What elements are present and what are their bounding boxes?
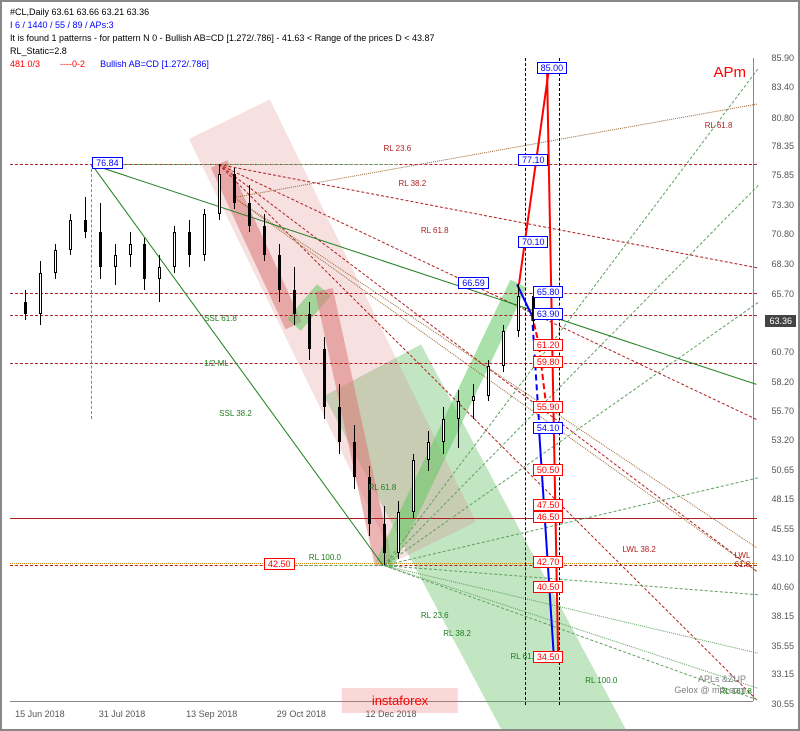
y-axis-tick: 48.15 [771, 494, 794, 504]
y-axis-tick: 50.65 [771, 465, 794, 475]
chart-header: #CL,Daily 63.61 63.66 63.21 63.36 I 6 / … [2, 2, 798, 58]
fib-label: SSL 61.8 [204, 314, 237, 323]
fib-label: RL 100.0 [309, 553, 341, 562]
watermark: instaforex [342, 688, 458, 713]
y-axis-tick: 60.70 [771, 347, 794, 357]
fib-label: RL 38.2 [398, 179, 426, 188]
y-axis-tick: 68.30 [771, 259, 794, 269]
fib-label: 1/2 ML [204, 359, 228, 368]
price-label: 42.70 [533, 556, 564, 568]
price-label: 61.20 [533, 339, 564, 351]
price-label: 77.10 [518, 154, 549, 166]
price-label: 76.84 [92, 157, 123, 169]
y-axis-tick: 35.55 [771, 641, 794, 651]
fib-label: RL 23.6 [384, 144, 412, 153]
fib-label: LWL 38.2 [623, 545, 656, 554]
y-axis-tick: 33.15 [771, 669, 794, 679]
price-label: 85.00 [537, 62, 568, 74]
price-label: 50.50 [533, 464, 564, 476]
price-label: 47.50 [533, 499, 564, 511]
price-label: 46.50 [533, 511, 564, 523]
y-axis-tick: 73.30 [771, 200, 794, 210]
header-rl: RL_Static=2.8 [10, 45, 790, 58]
y-axis-tick: 58.20 [771, 377, 794, 387]
x-axis-tick: 29 Oct 2018 [277, 709, 326, 719]
plot-area[interactable]: 85.00 77.10 76.84 70.10 66.59 65.80 63.90 61.20… [10, 58, 753, 701]
y-axis-tick: 40.60 [771, 582, 794, 592]
price-label: 70.10 [518, 236, 549, 248]
fib-label: LWL 61.8 [735, 551, 753, 569]
price-label: 54.10 [533, 422, 564, 434]
x-axis-tick: 15 Jun 2018 [15, 709, 65, 719]
fib-label: RL 61.8 [705, 121, 733, 130]
corner-gelox: Gelox @ mts.com [674, 685, 746, 695]
y-axis-tick: 80.80 [771, 113, 794, 123]
price-label: 63.90 [533, 308, 564, 320]
corner-apls: APLs &ZUP [698, 674, 746, 684]
price-label: 34.50 [533, 651, 564, 663]
chart-container: #CL,Daily 63.61 63.66 63.21 63.36 I 6 / … [0, 0, 800, 731]
y-axis-tick: 65.70 [771, 289, 794, 299]
price-label: 40.50 [533, 581, 564, 593]
fib-label: RL 100.0 [585, 676, 617, 685]
price-label: 55.90 [533, 401, 564, 413]
x-axis-tick: 13 Sep 2018 [186, 709, 237, 719]
price-label: 59.80 [533, 356, 564, 368]
y-axis-tick: 78.35 [771, 141, 794, 151]
header-title: #CL,Daily 63.61 63.66 63.21 63.36 [10, 6, 790, 19]
y-axis-tick: 43.10 [771, 553, 794, 563]
header-pattern: It is found 1 patterns - for pattern N 0… [10, 32, 790, 45]
fib-label: RL 61.8 [421, 226, 449, 235]
fib-label: RL 23.6 [421, 611, 449, 620]
fib-label: RL 61.8 [369, 483, 397, 492]
y-axis-tick: 55.70 [771, 406, 794, 416]
price-label: 42.50 [264, 558, 295, 570]
y-axis-tick: 38.15 [771, 611, 794, 621]
y-axis-tick: 70.80 [771, 229, 794, 239]
apm-label: APm [713, 64, 746, 81]
fib-label: SSL 38.2 [219, 409, 252, 418]
y-axis-tick: 83.40 [771, 82, 794, 92]
y-axis-tick: 85.90 [771, 53, 794, 63]
price-label: 66.59 [458, 277, 489, 289]
y-axis-tick: 30.55 [771, 699, 794, 709]
y-axis: 30.5533.1535.5538.1540.6043.1045.5548.15… [753, 58, 798, 701]
y-axis-highlight: 63.36 [765, 315, 796, 327]
y-axis-tick: 45.55 [771, 524, 794, 534]
fib-label: RL 38.2 [443, 629, 471, 638]
y-axis-tick: 53.20 [771, 435, 794, 445]
price-label: 65.80 [533, 286, 564, 298]
y-axis-tick: 75.85 [771, 170, 794, 180]
x-axis-tick: 31 Jul 2018 [99, 709, 146, 719]
header-params: I 6 / 1440 / 55 / 89 / APs:3 [10, 19, 790, 32]
